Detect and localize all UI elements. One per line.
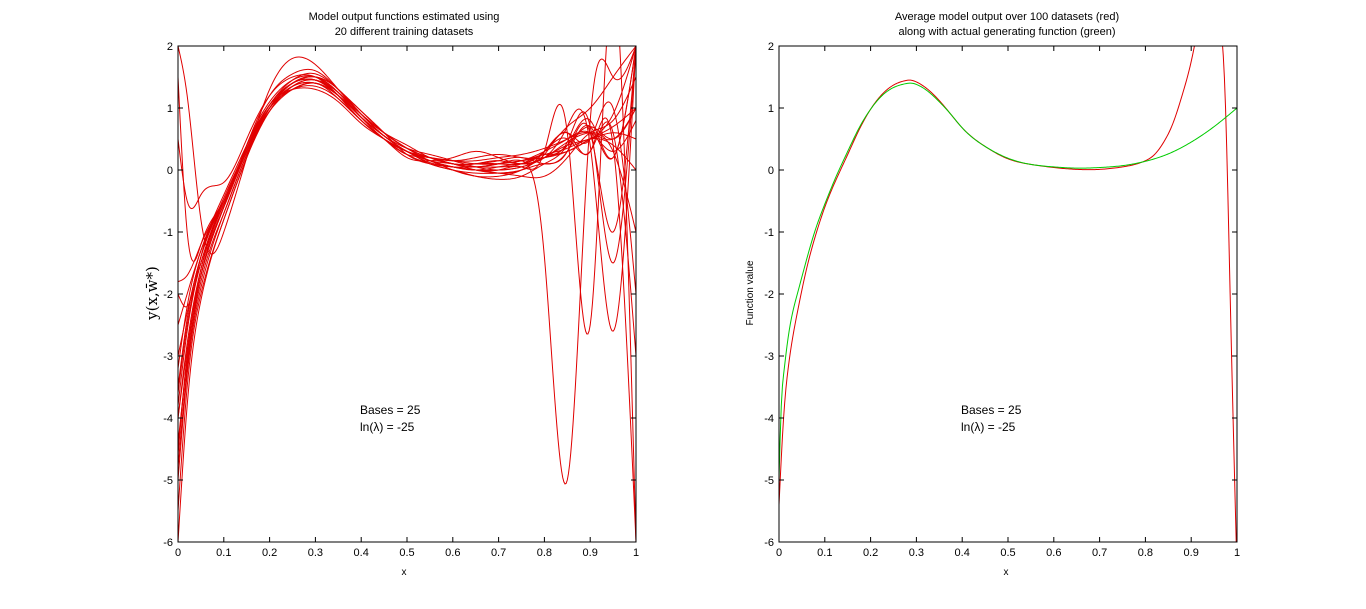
right-title-line-2: along with actual generating function (g… xyxy=(898,26,1115,38)
right-ytick-label: -1 xyxy=(764,227,774,239)
right-ytick-label: -3 xyxy=(764,351,774,363)
left-xtick-label: 0.2 xyxy=(262,547,277,559)
left-xtick-label: 0.5 xyxy=(399,547,414,559)
right-ytick-label: -6 xyxy=(764,537,774,549)
right-ytick-label: -4 xyxy=(764,413,774,425)
right-ytick-label: 1 xyxy=(768,103,774,115)
left-series-line-13 xyxy=(178,76,636,326)
right-xtick-label: 0.4 xyxy=(955,547,970,559)
right-xtick-label: 0.5 xyxy=(1000,547,1015,559)
left-series-line-19 xyxy=(178,72,636,308)
right-xtick-label: 0.1 xyxy=(817,547,832,559)
left-axes-box xyxy=(177,45,637,543)
right-annotation-bases: Bases = 25 xyxy=(961,403,1022,417)
left-plot: Model output functions estimated using 2… xyxy=(143,11,639,578)
left-xtick-label: 0.6 xyxy=(445,547,460,559)
left-series-line-6 xyxy=(178,46,636,332)
left-xtick-label: 1 xyxy=(633,547,639,559)
left-xtick-label: 0.1 xyxy=(216,547,231,559)
left-xtick-label: 0.3 xyxy=(308,547,323,559)
left-ytick-label: -2 xyxy=(163,289,173,301)
left-series-line-1 xyxy=(178,46,636,406)
right-annotation-lambda: ln(λ) = -25 xyxy=(961,420,1016,434)
right-xtick-label: 0 xyxy=(776,547,782,559)
right-xlabel: x xyxy=(1004,567,1009,578)
left-ytick-label: -6 xyxy=(163,537,173,549)
right-series-line-1 xyxy=(779,82,1237,481)
left-series-line-14 xyxy=(178,46,636,419)
left-annotation-lambda: ln(λ) = -25 xyxy=(360,420,415,434)
left-series-line-9 xyxy=(178,46,636,388)
left-ytick-label: 1 xyxy=(167,103,173,115)
right-xtick-label: 0.2 xyxy=(863,547,878,559)
right-xtick-label: 0.6 xyxy=(1046,547,1061,559)
left-series-line-3 xyxy=(178,46,636,485)
right-ylabel: Function value xyxy=(745,260,756,325)
left-series-line-12 xyxy=(178,81,636,283)
right-xtick-label: 1 xyxy=(1234,547,1240,559)
right-xtick-label: 0.9 xyxy=(1184,547,1199,559)
left-xtick-label: 0.4 xyxy=(354,547,369,559)
left-ylabel: y(x,w̄*) xyxy=(143,266,161,321)
left-title-line-1: Model output functions estimated using xyxy=(309,11,500,23)
left-xtick-label: 0.9 xyxy=(583,547,598,559)
left-ytick-label: 2 xyxy=(167,41,173,53)
left-series-line-8 xyxy=(178,46,636,255)
left-ytick-label: 0 xyxy=(167,165,173,177)
right-ytick-label: 2 xyxy=(768,41,774,53)
right-axes: 0 0.1 0.2 0.3 0.4 0.5 0.6 0.7 0.8 0.9 1 -6 -5 -4 -3 -2 -… xyxy=(764,41,1240,559)
left-xlabel: x xyxy=(402,567,407,578)
left-ytick-label: -4 xyxy=(163,413,173,425)
right-ytick-label: -5 xyxy=(764,475,774,487)
left-series-line-15 xyxy=(178,82,636,357)
left-title-line-2: 20 different training datasets xyxy=(335,26,474,38)
left-ytick-label: -5 xyxy=(163,475,173,487)
left-xtick-label: 0.8 xyxy=(537,547,552,559)
right-xtick-label: 0.3 xyxy=(909,547,924,559)
left-ytick-label: -1 xyxy=(163,227,173,239)
left-series-line-18 xyxy=(178,46,636,456)
right-plot: Average model output over 100 datasets (… xyxy=(745,11,1240,578)
left-xtick-label: 0 xyxy=(175,547,181,559)
left-ytick-label: -3 xyxy=(163,351,173,363)
right-curves xyxy=(779,46,1237,542)
right-ytick-label: 0 xyxy=(768,165,774,177)
left-curves xyxy=(178,46,636,542)
right-xtick-label: 0.7 xyxy=(1092,547,1107,559)
right-ytick-label: -2 xyxy=(764,289,774,301)
right-series-line-0 xyxy=(779,46,1237,542)
left-axes: 0 0.1 0.2 0.3 0.4 0.5 0.6 0.7 0.8 0.9 1 -6 -5 -4 -3 -2 -… xyxy=(163,41,639,559)
right-xtick-label: 0.8 xyxy=(1138,547,1153,559)
left-annotation-bases: Bases = 25 xyxy=(360,403,421,417)
right-axes-box xyxy=(778,45,1238,543)
left-xtick-label: 0.7 xyxy=(491,547,506,559)
left-series-line-0 xyxy=(178,46,636,542)
right-title-line-1: Average model output over 100 datasets (… xyxy=(895,11,1119,23)
